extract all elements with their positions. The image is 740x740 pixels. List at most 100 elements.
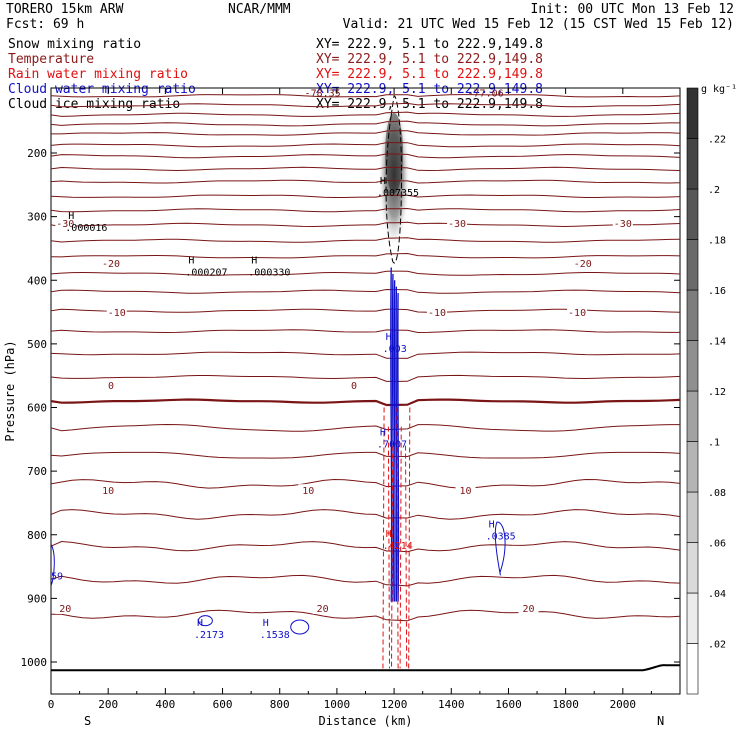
isotherm-label: -10 (108, 308, 126, 319)
colorbar-box (686, 441, 699, 493)
isotherm-label-bg (567, 306, 588, 319)
isotherm-label-bg (572, 257, 593, 270)
isotherm (51, 221, 680, 228)
colorbar-label: .06 (708, 539, 726, 550)
isotherm-label: -10 (568, 308, 586, 319)
isotherm (51, 179, 680, 184)
cloud-water-contour (494, 521, 506, 576)
isotherm (51, 574, 680, 587)
field-name: Cloud water mixing ratio (8, 82, 196, 97)
isotherm (51, 130, 680, 136)
maximum-marker: H (380, 176, 386, 187)
x-tick-label: 2000 (610, 698, 637, 711)
maximum-value: .4214 (383, 541, 413, 552)
x-tick-label: 1000 (324, 698, 351, 711)
isotherm-label: -30 (56, 219, 74, 230)
field-name: Rain water mixing ratio (8, 67, 188, 82)
isotherm-label-bg (298, 484, 319, 497)
field-xy: XY= 222.9, 5.1 to 222.9,149.8 (316, 67, 543, 82)
maximum-value: .003 (383, 344, 407, 355)
isotherm (51, 142, 680, 148)
maximum-value: 59 (51, 572, 63, 583)
isotherm-label-bg (612, 216, 633, 229)
maximum-marker: H (197, 618, 203, 629)
isotherm-label: -30 (448, 219, 466, 230)
south-end-label: S (84, 714, 91, 728)
maximum-marker: H (489, 520, 495, 531)
y-tick-label: 300 (27, 211, 47, 224)
y-tick-label: 400 (27, 274, 47, 287)
cloud-water-contour (290, 619, 310, 635)
rain-water-contour (387, 426, 391, 669)
field-name: Cloud ice mixing ratio (8, 97, 180, 112)
y-tick-label: 900 (27, 592, 47, 605)
isotherm (51, 374, 680, 382)
colorbar-box (686, 592, 699, 644)
isotherm (51, 329, 680, 334)
isotherm (51, 252, 680, 259)
rain-water-contour (391, 445, 394, 669)
cloud-water-contour (197, 615, 213, 627)
colorbar-box (686, 239, 699, 291)
field-name: Temperature (8, 52, 94, 67)
isotherm-label: 10 (302, 486, 314, 497)
forecast-hour: Fcst: 69 h (6, 17, 84, 32)
isotherm (51, 288, 680, 294)
colorbar-box (686, 188, 699, 240)
x-tick-label: 600 (213, 698, 233, 711)
colorbar-label: .14 (708, 337, 726, 348)
x-tick-label: 1800 (552, 698, 579, 711)
x-tick-label: 1200 (381, 698, 408, 711)
maximum-marker: H (386, 529, 392, 540)
isotherm-label-bg (55, 601, 76, 614)
colorbar-label: .1 (708, 438, 720, 449)
terrain-line (51, 664, 680, 672)
maximum-value: .000207 (185, 268, 227, 279)
y-tick-label: 1000 (21, 656, 48, 669)
y-tick-label: 500 (27, 338, 47, 351)
field-list: Snow mixing ratio XY= 222.9, 5.1 to 222.9… (8, 37, 543, 112)
colorbar-unit: g kg⁻¹ (701, 84, 737, 95)
maximum-value: .000016 (65, 223, 107, 234)
colorbar-box (686, 491, 699, 543)
isotherm-label: 10 (102, 486, 114, 497)
plot-annotations: -78.35 -77.06 -30 -30 -30 -20 -20 -10 -10 -10 0 0 10… (51, 89, 633, 641)
isotherm-label: 20 (522, 604, 534, 615)
field-xy: XY= 222.9, 5.1 to 222.9,149.8 (316, 82, 543, 97)
isotherm-label: 0 (351, 381, 357, 392)
cloud-water-contour (390, 267, 393, 602)
isotherm (51, 351, 680, 359)
colorbar-label: .16 (708, 286, 726, 297)
y-tick-label: 700 (27, 465, 47, 478)
x-tick-label: 400 (155, 698, 175, 711)
colorbar-label: .02 (708, 640, 726, 651)
maximum-marker: H (251, 256, 257, 267)
isotherm (51, 102, 680, 108)
colorbar-box (686, 289, 699, 341)
x-axis-label: Distance (km) (319, 714, 413, 728)
valid-time: Valid: 21 UTC Wed 15 Feb 12 (15 CST Wed … (343, 17, 734, 32)
cloud-water-contour (391, 273, 395, 602)
isotherm-label: -20 (102, 259, 120, 270)
isotherm (51, 609, 680, 622)
maximum-marker: H (188, 256, 194, 267)
isotherm (51, 540, 680, 553)
colorbar-box (686, 87, 699, 139)
colorbar-label: .04 (708, 589, 726, 600)
rain-water-contour (382, 407, 385, 669)
isotherm (51, 478, 680, 489)
north-end-label: N (657, 714, 664, 728)
isotherm-label: -20 (574, 259, 592, 270)
isotherm (51, 509, 680, 520)
init-time: Init: 00 UTC Mon 13 Feb 12 (531, 2, 735, 17)
colorbar-label: .2 (708, 185, 720, 196)
isotherm (51, 166, 680, 172)
maximum-value: .007355 (377, 188, 419, 199)
isotherm (51, 153, 680, 159)
isotherm (51, 111, 680, 117)
isotherm (51, 94, 680, 98)
y-tick-label: 600 (27, 402, 47, 415)
rain-water-contour (408, 407, 411, 669)
center-title: NCAR/MMM (228, 2, 291, 17)
